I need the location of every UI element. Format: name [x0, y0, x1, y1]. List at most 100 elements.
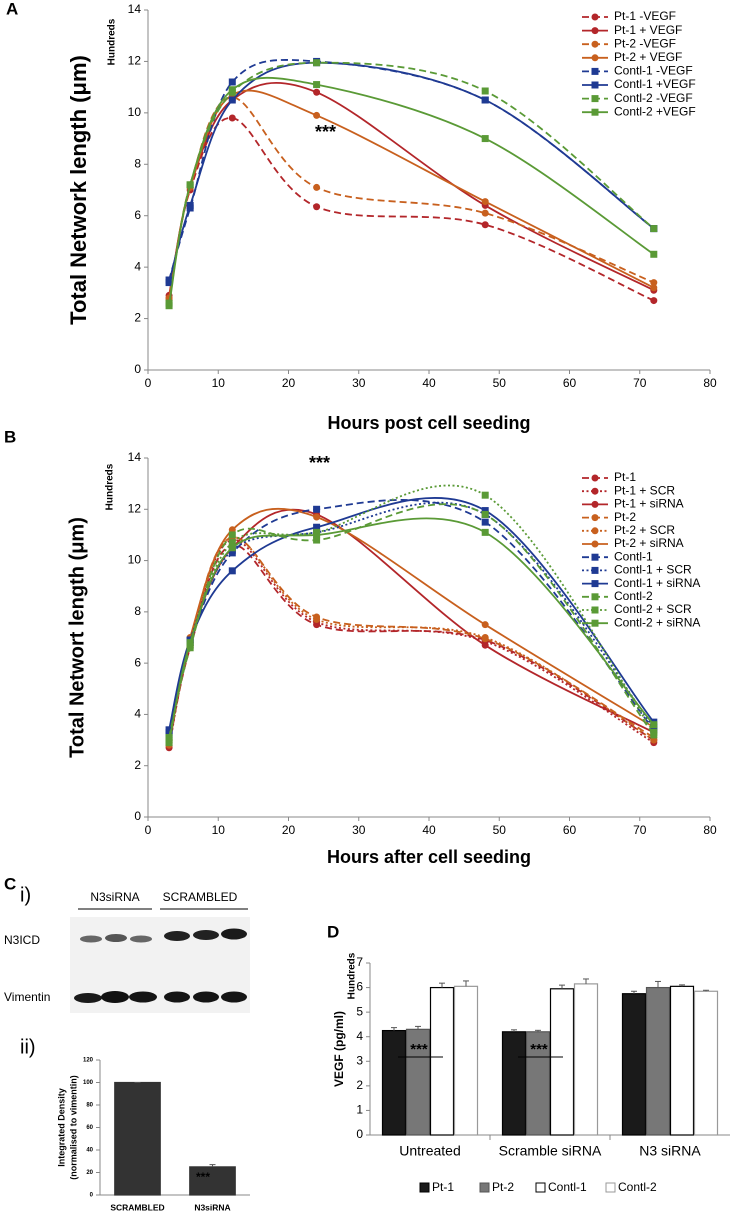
marker: [313, 81, 321, 89]
legend-marker: [591, 619, 599, 627]
series-line: [168, 96, 655, 301]
row-label: N3ICD: [4, 933, 40, 947]
y-tick-label: 0: [90, 1193, 94, 1199]
y-axis-label: Integrated Density: [56, 1088, 66, 1167]
legend-label: Contl-2 + siRNA: [614, 615, 700, 629]
y-axis-label: Total Networt length (μm): [66, 517, 88, 758]
marker: [313, 505, 321, 513]
y-tick-label: 6: [356, 980, 363, 994]
y-unit-note: Hundreds: [347, 952, 358, 999]
legend-swatch: [419, 1182, 430, 1193]
legend-marker: [591, 540, 599, 548]
marker: [481, 641, 489, 649]
legend-marker: [591, 27, 599, 35]
x-tick-label: 80: [703, 376, 717, 390]
marker: [313, 536, 321, 544]
marker: [481, 634, 489, 641]
x-tick-label: 20: [282, 376, 296, 390]
marker: [313, 513, 321, 521]
marker: [186, 181, 194, 189]
marker: [650, 250, 658, 258]
band: [193, 991, 219, 1003]
y-axis-label: VEGF (pg/ml): [332, 1011, 346, 1087]
x-axis-label: Hours after cell seeding: [327, 847, 531, 867]
legend-label: Contl-1 -VEGF: [614, 64, 693, 78]
legend-label: Contl-2: [614, 589, 653, 603]
marker: [313, 111, 321, 119]
band: [130, 935, 152, 943]
series-line: [168, 76, 655, 306]
panel-label: C: [4, 874, 16, 893]
y-tick-label: 1: [356, 1103, 363, 1117]
marker: [313, 203, 321, 211]
legend-label: Pt-1 + SCR: [614, 483, 675, 497]
y-tick-label: 10: [128, 553, 142, 567]
marker: [313, 523, 321, 531]
bar: [693, 990, 719, 1136]
legend-label: Pt-1: [432, 1180, 454, 1194]
y-tick-label: 0: [134, 809, 141, 823]
marker: [165, 279, 173, 287]
x-tick-label: 30: [352, 823, 366, 837]
x-tick-label: 10: [212, 376, 226, 390]
y-tick-label: 6: [134, 208, 141, 222]
legend-label: Contl-2 + SCR: [614, 602, 692, 616]
legend-marker: [591, 40, 599, 48]
legend-swatch: [535, 1182, 546, 1193]
x-tick-label: N3siRNA: [194, 1202, 230, 1212]
subpanel-label: i): [20, 884, 31, 906]
band: [164, 991, 190, 1003]
x-tick-label: 70: [633, 376, 647, 390]
x-tick-label: SCRAMBLED: [110, 1202, 164, 1212]
series-line: [168, 59, 655, 281]
panel-label: ii): [20, 1036, 36, 1058]
marker: [481, 221, 489, 229]
x-tick-label: Untreated: [399, 1143, 460, 1159]
legend-label: Pt-2 + SCR: [614, 523, 675, 537]
annotation: ***: [315, 122, 336, 142]
marker: [165, 302, 173, 310]
y-tick-label: 60: [86, 1125, 93, 1131]
y-tick-label: 14: [128, 2, 142, 16]
y-tick-label: 8: [134, 156, 141, 170]
band: [105, 934, 127, 942]
y-tick-label: 4: [356, 1029, 363, 1043]
marker: [228, 78, 236, 86]
marker: [650, 284, 658, 292]
legend-label: Contl-2 +VEGF: [614, 104, 696, 118]
legend-marker: [591, 566, 599, 574]
y-tick-label: 100: [83, 1080, 94, 1086]
marker: [186, 639, 194, 647]
lane-group-label: SCRAMBLED: [163, 890, 238, 904]
bands: [74, 928, 247, 1003]
y-tick-label: 40: [86, 1148, 93, 1154]
marker: [481, 528, 489, 536]
y-tick-label: 0: [356, 1127, 363, 1141]
legend-marker: [591, 500, 599, 508]
lane-group-label: N3siRNA: [90, 890, 139, 904]
legend-swatch: [479, 1182, 490, 1193]
series-line: [168, 117, 655, 302]
bar: [669, 985, 695, 1136]
y-tick-label: 10: [128, 105, 142, 119]
band: [80, 935, 102, 943]
marker: [481, 209, 489, 217]
legend-label: Contl-1 + SCR: [614, 563, 692, 577]
y-tick-label: 14: [128, 450, 142, 464]
bar: [189, 1166, 236, 1196]
annotation: ***: [196, 1170, 210, 1184]
x-tick-label: 0: [145, 376, 152, 390]
band: [129, 991, 157, 1003]
legend-label: Contl-1: [614, 549, 653, 563]
marker: [313, 531, 321, 539]
y-tick-label: 4: [134, 259, 141, 273]
annotation: ***: [309, 453, 330, 473]
x-tick-label: 80: [703, 823, 717, 837]
y-tick-label: 2: [134, 758, 141, 772]
x-tick-label: 50: [493, 376, 507, 390]
legend-label: Pt-1 + siRNA: [614, 497, 684, 511]
y-unit-note: Hundreds: [107, 18, 118, 65]
marker: [228, 539, 236, 547]
